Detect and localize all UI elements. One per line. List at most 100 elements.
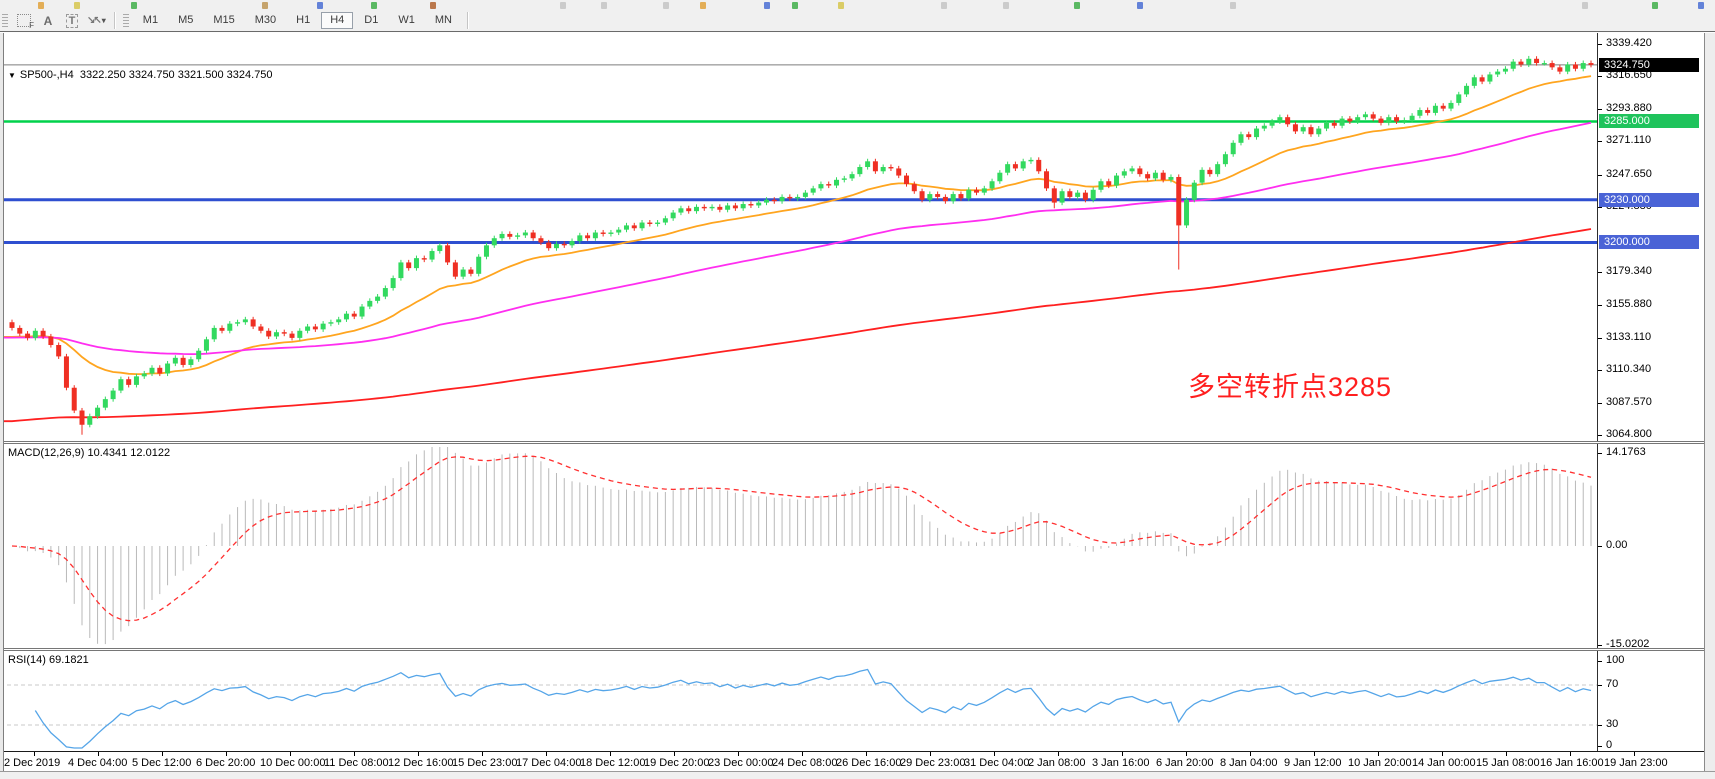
candle-body <box>1362 114 1368 118</box>
rsi-axis-label: 100 <box>1606 654 1625 666</box>
candle-body <box>1137 168 1143 175</box>
text-box-icon[interactable]: T <box>63 12 81 29</box>
candle-body <box>585 235 591 239</box>
toolbar-icon-fragment <box>131 2 137 9</box>
time-axis-tick <box>1378 752 1379 756</box>
rsi-axis[interactable]: 100 70 30 0 <box>1597 651 1705 751</box>
toolbar-icon-fragment <box>1652 2 1658 9</box>
candle-body <box>95 407 101 417</box>
price-axis-label: 3316.650 <box>1606 69 1652 81</box>
candle-body <box>1067 191 1073 197</box>
candle-body <box>235 322 241 324</box>
axis-tick <box>1598 175 1602 176</box>
shapes-dropdown-icon[interactable]: ↘↖ ▾ <box>87 12 106 29</box>
toolbar-separator <box>113 12 116 29</box>
timeframe-button-m30[interactable]: M30 <box>254 14 277 26</box>
main-price-chart[interactable]: ▼ SP500-,H4 3322.250 3324.750 3321.500 33… <box>0 33 1597 441</box>
candle-body <box>950 194 956 202</box>
candle-body <box>17 327 23 334</box>
axis-tick <box>1598 685 1602 686</box>
rsi-axis-label: 30 <box>1606 718 1619 730</box>
macd-indicator-panel[interactable]: MACD(12,26,9) 10.4341 12.0122 <box>0 444 1597 648</box>
panel-separator[interactable] <box>0 648 1704 651</box>
ma-medium-line <box>4 121 1592 356</box>
candle-body <box>1114 175 1120 186</box>
timeframe-buttons-group: M1 M5 M15 M30 H1 H4 D1 W1 MN <box>133 12 462 29</box>
macd-canvas[interactable] <box>0 444 1597 648</box>
rsi-indicator-panel[interactable]: RSI(14) 69.1821 <box>0 651 1597 751</box>
candle-body <box>413 258 419 269</box>
candle-body <box>740 204 746 209</box>
axis-tick <box>1598 76 1602 77</box>
candle-body <box>841 178 847 180</box>
time-axis-tick <box>1122 752 1123 756</box>
symbol-header[interactable]: ▼ SP500-,H4 3322.250 3324.750 3321.500 33… <box>8 69 273 81</box>
rsi-axis-label: 0 <box>1606 739 1613 751</box>
time-axis-tick <box>674 752 675 756</box>
candle-body <box>826 184 832 186</box>
candle-body <box>429 251 435 260</box>
price-axis[interactable]: 3339.420 3316.650 3293.880 3271.110 3247.650… <box>1597 33 1705 441</box>
candle-body <box>1510 61 1516 69</box>
toolbar-icon-fragment <box>764 2 770 9</box>
rsi-canvas[interactable] <box>0 651 1597 751</box>
toolbar-icon-fragment <box>1003 2 1009 9</box>
timeframe-button-mn[interactable]: MN <box>434 14 452 26</box>
candle-body <box>1285 117 1291 125</box>
time-axis-label: 8 Jan 04:00 <box>1220 757 1278 769</box>
candle-body <box>655 222 661 224</box>
candle-body <box>942 196 948 202</box>
axis-tick <box>1598 546 1602 547</box>
candle-body <box>763 199 769 203</box>
toolbar-drag-handle[interactable] <box>2 13 8 28</box>
time-axis-tick <box>610 752 611 756</box>
timeframe-button-h4[interactable]: H4 <box>321 12 354 29</box>
candle-body <box>468 269 474 274</box>
candle-body <box>1339 118 1345 126</box>
macd-signal-line <box>11 455 1592 622</box>
time-axis[interactable]: 2 Dec 2019 4 Dec 04:00 5 Dec 12:00 6 Dec 20… <box>0 751 1704 772</box>
text-label-icon[interactable]: A <box>43 13 53 28</box>
timeframe-button-m5[interactable]: M5 <box>178 14 194 26</box>
panel-separator[interactable] <box>0 441 1704 444</box>
candle-body <box>1526 58 1532 65</box>
timeframe-button-d1[interactable]: D1 <box>364 14 379 26</box>
candle-body <box>1254 128 1260 138</box>
axis-tick <box>1598 141 1602 142</box>
axis-tick <box>1598 645 1602 646</box>
axis-tick <box>1598 746 1602 747</box>
chart-annotation-text: 多空转折点3285 <box>1188 372 1393 402</box>
candle-body <box>538 238 544 243</box>
candle-body <box>522 232 528 236</box>
candle-body <box>1292 124 1298 132</box>
candle-body <box>1534 58 1540 64</box>
timeframe-button-h1[interactable]: H1 <box>296 14 311 26</box>
candle-body <box>1331 122 1337 126</box>
candle-body <box>678 208 684 213</box>
timeframe-button-m15[interactable]: M15 <box>213 14 235 26</box>
candle-body <box>997 172 1003 182</box>
candle-body <box>1020 161 1026 169</box>
candle-body <box>616 229 622 233</box>
time-axis-label: 10 Jan 20:00 <box>1348 757 1412 769</box>
candle-body <box>1518 61 1524 65</box>
candle-body <box>1277 117 1283 122</box>
candle-body <box>1471 77 1477 86</box>
candle-body <box>1487 74 1493 82</box>
candle-body <box>1425 110 1431 113</box>
dotted-grid-glyph: F <box>17 14 34 30</box>
timeframe-button-w1[interactable]: W1 <box>398 14 415 26</box>
time-axis-label: 26 Dec 16:00 <box>836 757 902 769</box>
chevron-down-icon[interactable]: ▼ <box>8 71 16 80</box>
candle-body <box>577 235 583 242</box>
timeframe-button-m1[interactable]: M1 <box>142 14 159 26</box>
toolbar-drag-handle[interactable] <box>122 13 129 28</box>
price-axis-label: 3155.880 <box>1606 298 1652 310</box>
dotted-grid-icon[interactable]: F <box>15 12 34 30</box>
main-chart-canvas[interactable] <box>0 33 1597 441</box>
candle-body <box>1145 174 1151 179</box>
macd-axis[interactable]: 14.1763 0.00 -15.0202 <box>1597 444 1705 648</box>
axis-tick <box>1598 370 1602 371</box>
candle-body <box>1316 128 1322 135</box>
candle-body <box>888 167 894 169</box>
